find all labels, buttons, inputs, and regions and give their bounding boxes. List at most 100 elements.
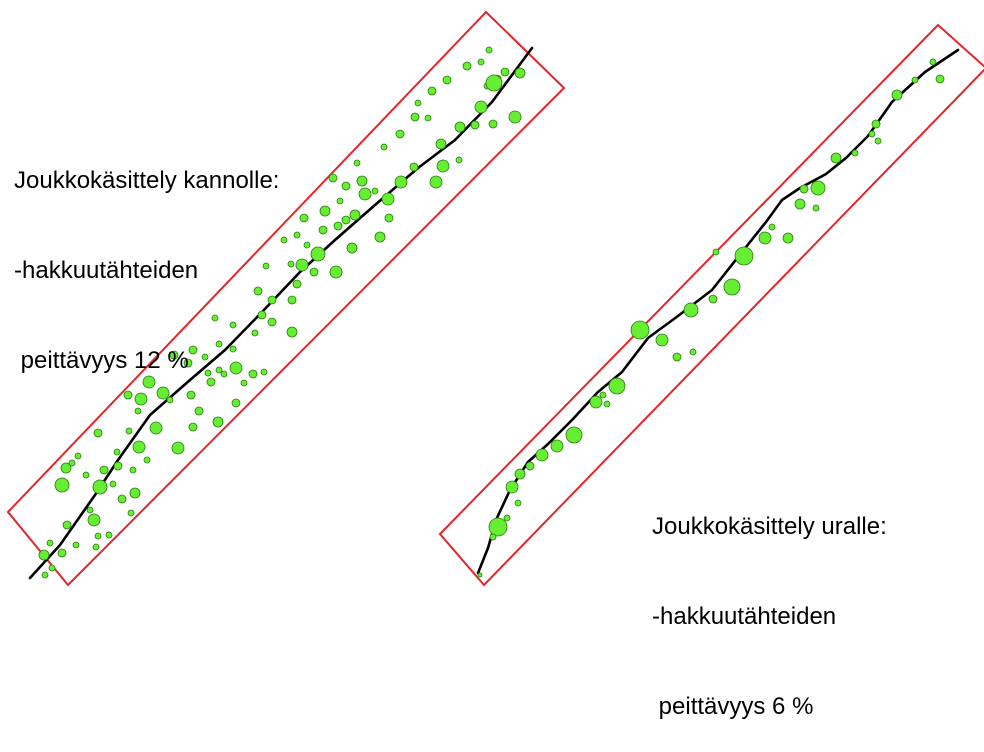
left-slash-patch (117, 494, 127, 504)
left-slash-patch (231, 398, 241, 408)
left-slash-patch (201, 353, 209, 361)
left-slash-patch (129, 466, 137, 474)
left-slash-patch (454, 121, 466, 133)
caption-trail-treatment: Joukkokäsittely uralle: -hakkuutähteiden… (652, 452, 887, 752)
left-slash-patch (215, 340, 223, 348)
left-slash-patch (260, 368, 268, 376)
right-strip-outline (438, 23, 984, 587)
left-slash-patch (215, 366, 223, 374)
left-slash-patch (435, 138, 447, 150)
left-slash-patch (142, 375, 156, 389)
left-slash-patch (429, 175, 443, 189)
left-slash-patch (309, 267, 319, 277)
right-slash-patch (550, 439, 564, 453)
left-slash-patch (248, 369, 258, 379)
right-slash-patch (683, 302, 699, 318)
right-slash-patch (871, 119, 881, 129)
left-slash-patch (171, 441, 185, 455)
left-slash-patch (424, 114, 432, 122)
left-slash-patch (240, 379, 248, 387)
left-slash-patch (462, 61, 472, 71)
right-slash-patch (488, 517, 508, 537)
right-slash-patch (608, 377, 626, 395)
left-slash-patch (508, 110, 522, 124)
left-slash-patch (488, 119, 498, 129)
right-slash-patch (525, 461, 535, 471)
right-slash-patch (599, 391, 607, 399)
left-slash-patch (229, 361, 243, 375)
left-slash-patch (414, 99, 422, 107)
left-slash-patch (333, 221, 343, 231)
right-slash-patch (830, 152, 842, 164)
left-slash-patch (485, 74, 503, 92)
left-slash-patch (262, 262, 270, 270)
left-slash-patch (442, 75, 452, 85)
left-slash-patch (46, 539, 54, 547)
left-slash-patch (384, 213, 394, 223)
left-slash-patch (474, 100, 488, 114)
left-slash-patch (286, 326, 298, 338)
left-slash-patch (470, 120, 480, 130)
right-slash-patch (734, 246, 754, 266)
left-slash-patch (54, 477, 70, 493)
slash-coverage-diagram (6, 10, 984, 587)
right-slash-patch (630, 320, 650, 340)
left-slash-patch (253, 286, 263, 296)
left-slash-patch (395, 129, 405, 139)
right-slash-patch (799, 184, 809, 194)
left-slash-patch (346, 242, 358, 254)
left-slash-patch (287, 295, 297, 305)
left-slash-patch (328, 173, 338, 183)
left-slash-patch (336, 197, 344, 205)
left-slash-patch (267, 317, 277, 327)
right-slash-patch (514, 499, 522, 507)
left-slash-patch (166, 396, 174, 404)
right-slash-patch (929, 58, 937, 66)
left-slash-patch (92, 543, 100, 551)
left-slash-patch (287, 260, 295, 268)
right-slash-patch (782, 232, 794, 244)
left-slash-patch (341, 181, 351, 191)
left-slash-patch (68, 459, 76, 467)
left-slash-patch (229, 345, 237, 353)
left-slash-patch (92, 479, 108, 495)
left-slash-patch (500, 67, 510, 77)
right-slash-patch (503, 514, 511, 522)
left-slash-patch (48, 564, 56, 572)
right-slash-patch (489, 533, 497, 541)
left-slash-patch (485, 46, 493, 54)
left-slash-patch (329, 265, 343, 279)
left-slash-patch (125, 427, 133, 435)
left-slash-patch (113, 461, 123, 471)
left-slash-patch (169, 350, 179, 360)
left-slash-patch (380, 143, 388, 151)
left-slash-patch (57, 548, 67, 558)
left-slash-patch (188, 345, 198, 355)
left-slash-patch (186, 390, 196, 400)
left-slash-patch (303, 241, 311, 249)
left-slash-patch (371, 187, 379, 195)
left-slash-patch (87, 513, 101, 527)
left-slash-patch (149, 421, 163, 435)
left-slash-patch (455, 156, 463, 164)
left-slash-patch (267, 295, 277, 305)
left-slash-patch (356, 175, 368, 187)
left-slash-patch (109, 480, 117, 488)
left-strip-panel (6, 10, 566, 587)
left-slash-patch (341, 215, 351, 225)
right-slash-patch (535, 448, 549, 462)
left-slash-patches (38, 46, 526, 579)
left-slash-patch (129, 487, 141, 499)
left-slash-patch (295, 258, 309, 272)
right-slash-patch (758, 231, 772, 245)
left-slash-patch (514, 67, 526, 79)
left-slash-patch (86, 506, 94, 514)
right-slash-patch (689, 348, 697, 356)
left-slash-patch (381, 192, 395, 206)
left-slash-patch (123, 390, 133, 400)
left-slash-patch (409, 162, 419, 172)
caption-right-line-2: -hakkuutähteiden (652, 603, 837, 630)
left-slash-patch (105, 531, 113, 539)
left-slash-patch (82, 471, 90, 479)
left-slash-patch (194, 406, 204, 416)
